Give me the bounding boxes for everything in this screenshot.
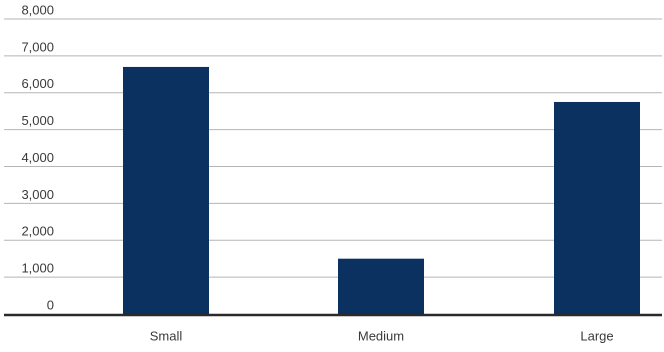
x-tick-label: Small (150, 328, 183, 343)
bars (123, 66, 640, 314)
y-tick-label: 7,000 (21, 39, 54, 54)
y-tick-label: 2,000 (21, 224, 54, 239)
y-tick-label: 3,000 (21, 187, 54, 202)
bar-medium (338, 258, 424, 314)
x-tick-label: Medium (358, 328, 404, 343)
y-tick-label: 0 (47, 297, 54, 312)
x-tick-label: Large (580, 328, 613, 343)
bar-large (554, 101, 640, 314)
y-tick-label: 5,000 (21, 113, 54, 128)
y-tick-label: 8,000 (21, 2, 54, 17)
gridlines (4, 18, 662, 278)
x-axis-ticks: Small Medium Large (150, 328, 614, 343)
bar-small (123, 66, 209, 314)
y-tick-label: 1,000 (21, 261, 54, 276)
y-axis-ticks: 0 1,000 2,000 3,000 4,000 5,000 6,000 7,000 8,00… (21, 2, 54, 312)
y-tick-label: 4,000 (21, 150, 54, 165)
y-tick-label: 6,000 (21, 76, 54, 91)
